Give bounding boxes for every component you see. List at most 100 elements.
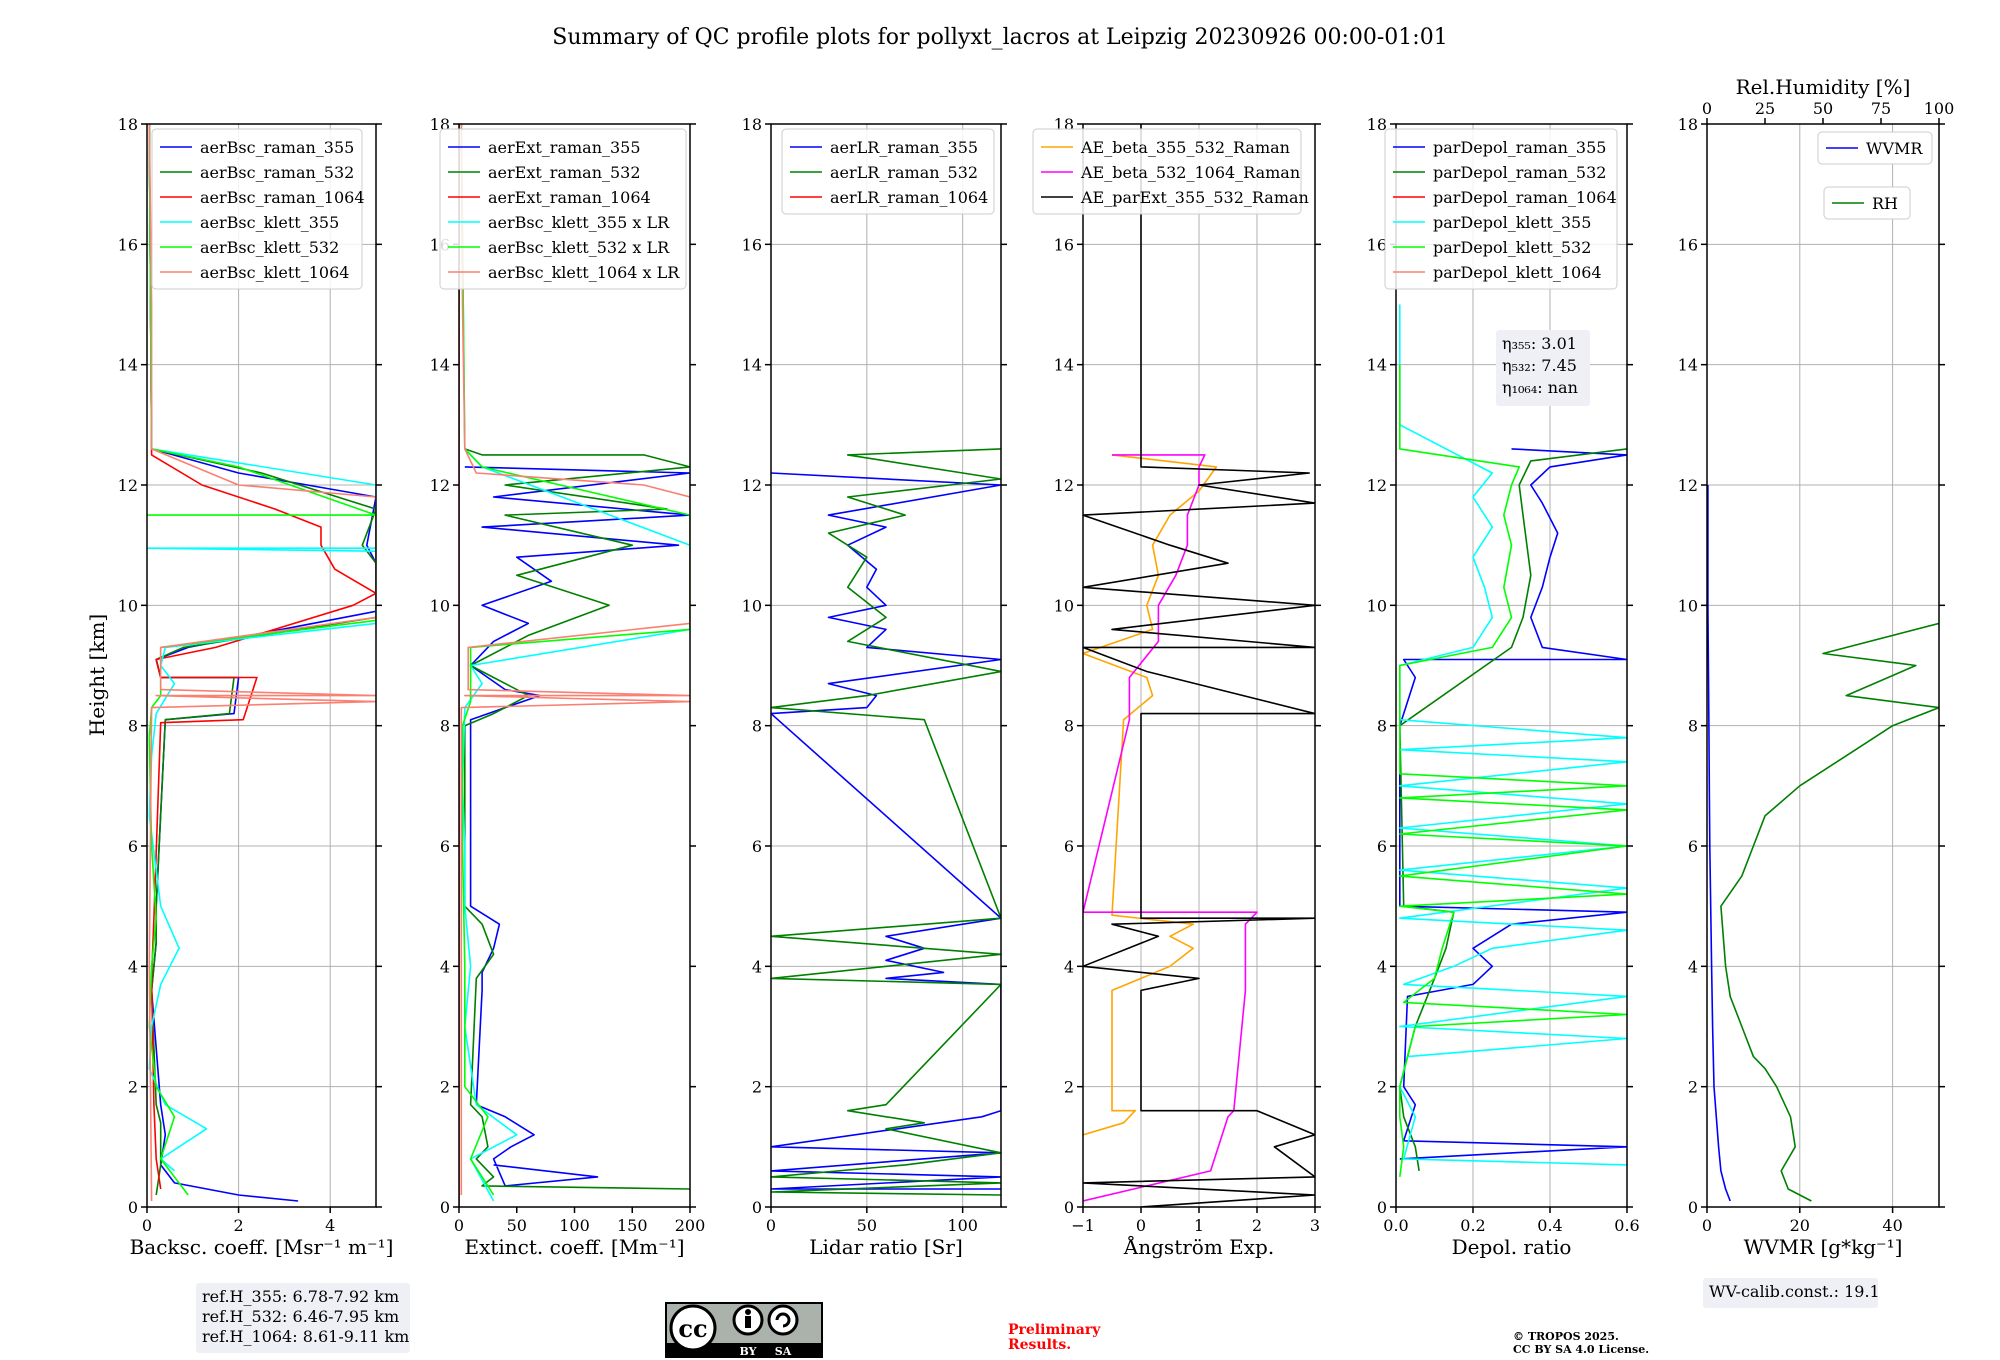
y-tick-label: 16 bbox=[742, 235, 762, 254]
legend-box bbox=[151, 128, 363, 290]
y-tick-label: 16 bbox=[1678, 235, 1698, 254]
y-tick-label: 2 bbox=[1377, 1078, 1387, 1097]
legend-label: aerLR_raman_355 bbox=[830, 138, 978, 157]
series-group bbox=[147, 124, 376, 1202]
x-axis-label: Ångström Exp. bbox=[1123, 1234, 1274, 1259]
legend-label: parDepol_raman_355 bbox=[1433, 138, 1606, 157]
y-tick-label: 6 bbox=[440, 837, 450, 856]
annotation-line: η₅₃₂: 7.45 bbox=[1502, 356, 1577, 375]
y-tick-label: 8 bbox=[1064, 717, 1074, 736]
legend-label: AE_parExt_355_532_Raman bbox=[1080, 188, 1309, 207]
axes-frame bbox=[1706, 123, 1940, 1208]
y-tick-label: 8 bbox=[752, 717, 762, 736]
y-tick-label: 4 bbox=[1688, 957, 1698, 976]
y-tick-label: 10 bbox=[1367, 596, 1387, 615]
y-tick-label: 2 bbox=[1064, 1078, 1074, 1097]
annotation-box: η₃₅₅: 3.01 η₅₃₂: 7.45 η₁₀₆₄: nan bbox=[1496, 330, 1590, 406]
top-x-tick-label: 50 bbox=[1813, 99, 1833, 118]
y-tick-label: 14 bbox=[1678, 356, 1698, 375]
legend-label: aerBsc_raman_355 bbox=[200, 138, 354, 157]
y-tick-label: 0 bbox=[1377, 1198, 1387, 1217]
preliminary-note-line2: Results. bbox=[1008, 1337, 1071, 1353]
y-tick-label: 6 bbox=[1377, 837, 1387, 856]
x-tick-label: 1 bbox=[1194, 1216, 1204, 1235]
x-tick-label: 200 bbox=[675, 1216, 706, 1235]
axes-frame bbox=[1082, 123, 1316, 1208]
annotation-bg bbox=[196, 1283, 410, 1353]
series-line-aerExt-raman-355 bbox=[464, 466, 690, 1187]
legend-box bbox=[439, 128, 687, 290]
legend: aerBsc_raman_355 aerBsc_raman_532 aerBsc_r… bbox=[151, 128, 365, 290]
y-tick-label: 8 bbox=[128, 717, 138, 736]
x-tick-label: 50 bbox=[507, 1216, 527, 1235]
y-tick-label: 12 bbox=[1367, 476, 1387, 495]
y-tick-label: 14 bbox=[742, 356, 762, 375]
legend-label: aerBsc_raman_532 bbox=[200, 163, 354, 182]
y-tick-label: 8 bbox=[1377, 717, 1387, 736]
annotation-line: η₃₅₅: 3.01 bbox=[1502, 334, 1577, 353]
preliminary-note-line1: Preliminary bbox=[1008, 1322, 1101, 1338]
legend-label: aerLR_raman_532 bbox=[830, 163, 978, 182]
sa-label: SA bbox=[775, 1345, 792, 1358]
legend-label: aerBsc_klett_355 x LR bbox=[488, 213, 670, 232]
x-tick-label: 150 bbox=[617, 1216, 648, 1235]
y-tick-label: 2 bbox=[1688, 1078, 1698, 1097]
x-tick-label: 40 bbox=[1882, 1216, 1902, 1235]
x-tick-label: 50 bbox=[857, 1216, 877, 1235]
y-tick-label: 6 bbox=[1688, 837, 1698, 856]
x-tick-label: 0 bbox=[142, 1216, 152, 1235]
y-tick-label: 2 bbox=[440, 1078, 450, 1097]
series-group bbox=[771, 448, 1001, 1196]
legend-box bbox=[781, 128, 995, 215]
axes-frame bbox=[146, 123, 377, 1208]
series-line-WVMR bbox=[1707, 485, 1731, 1202]
y-tick-label: 12 bbox=[1054, 476, 1074, 495]
x-tick-label: 0 bbox=[1136, 1216, 1146, 1235]
panel-5: 0 2 4 6 8 10 12 14 16 18 0.0 0.2 0.4 0.6 Depol. ratio p… bbox=[1367, 115, 1640, 1259]
y-tick-label: 14 bbox=[118, 356, 138, 375]
legend-label: WVMR bbox=[1866, 139, 1923, 158]
x-tick-label: 2 bbox=[234, 1216, 244, 1235]
legend: aerExt_raman_355 aerExt_raman_532 aerExt_r… bbox=[439, 128, 687, 290]
y-tick-label: 4 bbox=[440, 957, 450, 976]
top-x-tick-label: 25 bbox=[1755, 99, 1775, 118]
legend: WVMR RH bbox=[1817, 131, 1933, 220]
x-axis-label: Depol. ratio bbox=[1452, 1235, 1572, 1259]
x-tick-label: 2 bbox=[1252, 1216, 1262, 1235]
y-tick-label: 8 bbox=[1688, 717, 1698, 736]
y-tick-label: 0 bbox=[1688, 1198, 1698, 1217]
y-tick-label: 12 bbox=[118, 476, 138, 495]
y-tick-label: 8 bbox=[440, 717, 450, 736]
legend-label: parDepol_klett_1064 bbox=[1433, 263, 1602, 282]
series-line-AE-beta-355-532-Raman bbox=[1083, 454, 1218, 1136]
legend-box bbox=[1032, 128, 1302, 215]
y-tick-label: 16 bbox=[1054, 235, 1074, 254]
series-line-RH bbox=[1720, 622, 1939, 1202]
y-tick-label: 10 bbox=[430, 596, 450, 615]
y-tick-label: 16 bbox=[118, 235, 138, 254]
x-tick-label: 0.4 bbox=[1537, 1216, 1562, 1235]
x-axis-label: Extinct. coeff. [Mm⁻¹] bbox=[464, 1235, 684, 1259]
series-group bbox=[1083, 124, 1315, 1207]
y-tick-label: 12 bbox=[1678, 476, 1698, 495]
annotation-line: ref.H_355: 6.78-7.92 km bbox=[202, 1287, 399, 1306]
legend-label: aerBsc_klett_1064 bbox=[200, 263, 349, 282]
legend-label: aerBsc_klett_532 bbox=[200, 238, 339, 257]
series-line-aerBsc-klett-1064 bbox=[148, 124, 376, 1202]
series-line-parDepol-klett-355 bbox=[1399, 304, 1627, 1166]
series-line-aerBsc-klett-1064-x-LR bbox=[460, 124, 690, 1195]
x-tick-label: 100 bbox=[559, 1216, 590, 1235]
legend-label: parDepol_klett_355 bbox=[1433, 213, 1591, 232]
annotation-box: WV-calib.const.: 19.1 bbox=[1703, 1278, 1880, 1308]
legend-box bbox=[1384, 128, 1618, 290]
legend-label: aerExt_raman_532 bbox=[488, 163, 641, 182]
legend-label: parDepol_raman_532 bbox=[1433, 163, 1606, 182]
y-tick-label: 4 bbox=[752, 957, 762, 976]
top-x-tick-label: 75 bbox=[1871, 99, 1891, 118]
series-group bbox=[1707, 485, 1939, 1202]
